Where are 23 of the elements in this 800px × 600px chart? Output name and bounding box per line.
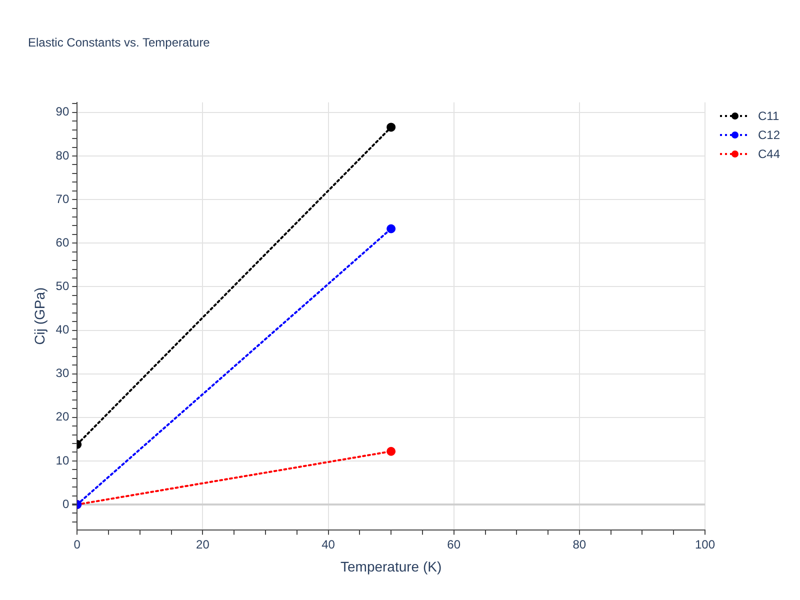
y-tick-label: 0 (62, 496, 70, 511)
legend-label: C11 (758, 108, 780, 122)
y-tick-label: 90 (56, 104, 70, 119)
y-tick-label: 60 (56, 235, 70, 250)
y-tick-label: 40 (56, 322, 70, 337)
x-tick-label: 80 (572, 537, 586, 552)
y-tick-label: 70 (56, 192, 70, 206)
x-tick-label: 40 (322, 537, 336, 552)
x-axis-title: Temperature (K) (340, 558, 442, 574)
y-tick-label: 10 (56, 453, 70, 468)
y-tick-label: 50 (56, 279, 70, 294)
y-tick-label: 20 (56, 410, 70, 424)
y-axis-title: Cij (GPa) (31, 287, 48, 345)
chart-title: Elastic Constants vs. Temperature (28, 36, 210, 50)
x-tick-label: 20 (196, 537, 210, 552)
y-tick-label: 80 (56, 148, 70, 162)
x-tick-label: 100 (694, 537, 716, 552)
legend-label: C44 (758, 146, 780, 160)
x-tick-label: 0 (74, 537, 81, 552)
y-tick-label: 30 (56, 366, 70, 380)
point (386, 446, 396, 456)
legend-label: C12 (758, 128, 780, 142)
x-tick-label: 60 (447, 537, 461, 552)
